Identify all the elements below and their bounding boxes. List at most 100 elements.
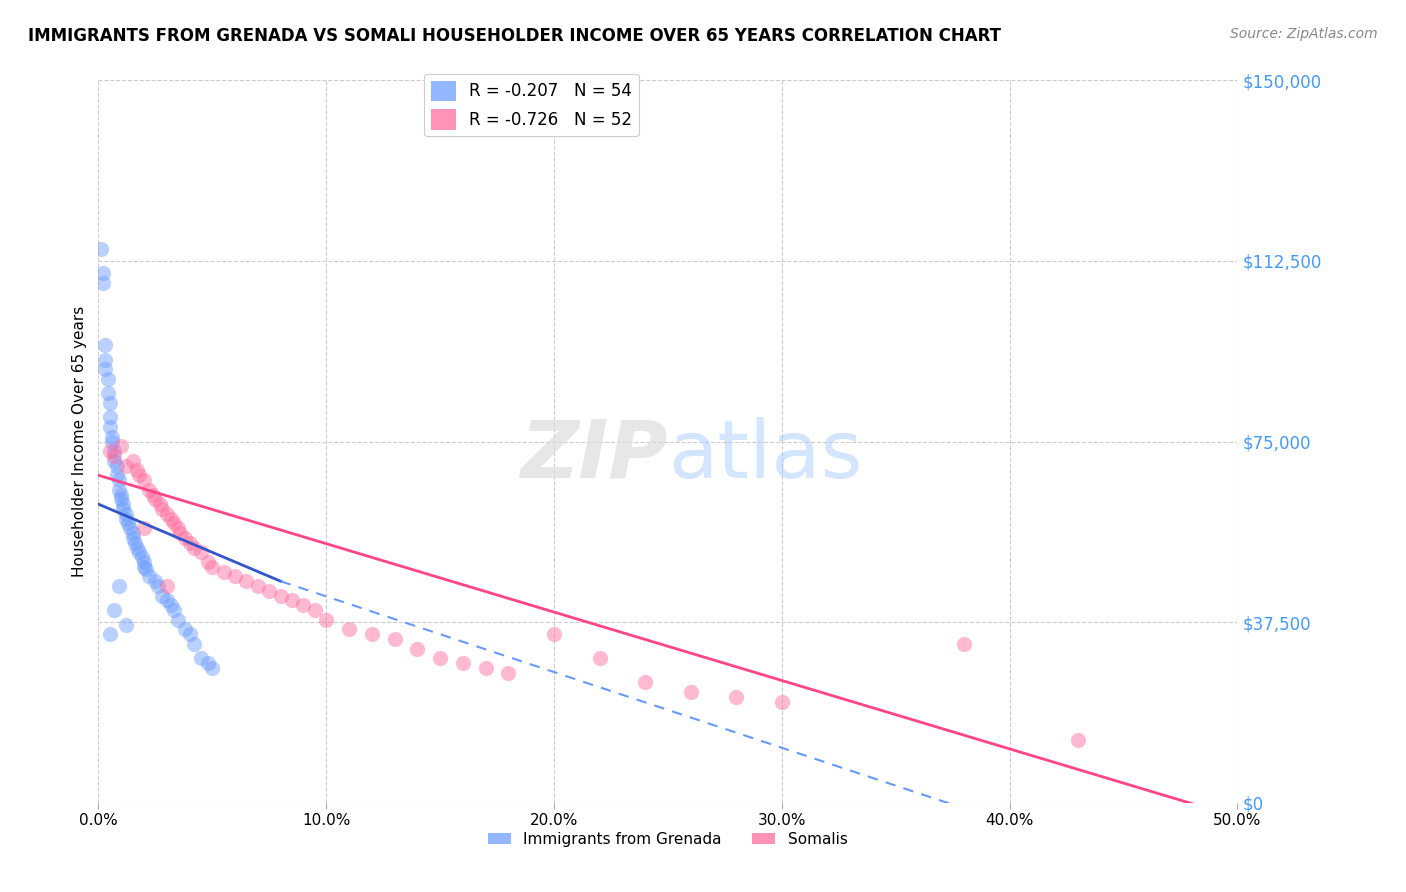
Point [174, 531, 197, 545]
Text: IMMIGRANTS FROM GRENADA VS SOMALI HOUSEHOLDER INCOME OVER 65 YEARS CORRELATION C: IMMIGRANTS FROM GRENADA VS SOMALI HOUSEH… [28, 27, 1001, 45]
Point [498, 665, 520, 680]
Point [634, 675, 657, 690]
Point [543, 627, 565, 641]
Point [110, 439, 132, 453]
Point [162, 603, 184, 617]
Point [770, 695, 793, 709]
Point [138, 569, 160, 583]
Point [197, 555, 219, 569]
Point [110, 492, 132, 507]
Y-axis label: Householder Income Over 65 years: Householder Income Over 65 years [72, 306, 87, 577]
Point [212, 565, 235, 579]
Point [337, 623, 360, 637]
Point [94, 338, 117, 352]
Point [197, 656, 219, 670]
Point [91, 266, 114, 280]
Point [98, 444, 121, 458]
Point [451, 656, 474, 670]
Point [429, 651, 451, 665]
Point [91, 276, 114, 290]
Point [679, 685, 702, 699]
Point [108, 579, 131, 593]
Text: atlas: atlas [668, 417, 862, 495]
Point [103, 444, 125, 458]
Point [96, 372, 118, 386]
Point [105, 458, 128, 473]
Point [132, 559, 155, 574]
Point [94, 362, 117, 376]
Point [112, 502, 135, 516]
Point [1067, 733, 1090, 747]
Legend: Immigrants from Grenada, Somalis: Immigrants from Grenada, Somalis [482, 826, 853, 853]
Point [103, 603, 125, 617]
Point [190, 651, 212, 665]
Point [114, 617, 136, 632]
Point [304, 603, 326, 617]
Point [156, 579, 179, 593]
Point [94, 352, 117, 367]
Point [156, 507, 179, 521]
Point [150, 589, 173, 603]
Point [145, 492, 167, 507]
Point [183, 541, 205, 555]
Point [162, 516, 184, 531]
Point [149, 497, 172, 511]
Point [360, 627, 382, 641]
Point [169, 526, 191, 541]
Point [725, 690, 748, 704]
Point [142, 487, 165, 501]
Point [114, 511, 136, 525]
Point [135, 562, 157, 576]
Point [121, 526, 143, 541]
Point [259, 583, 281, 598]
Text: ZIP: ZIP [520, 417, 668, 495]
Text: Source: ZipAtlas.com: Source: ZipAtlas.com [1230, 27, 1378, 41]
Point [132, 521, 155, 535]
Point [156, 593, 179, 607]
Point [101, 434, 124, 449]
Point [201, 559, 224, 574]
Point [160, 511, 183, 525]
Point [201, 661, 224, 675]
Point [124, 535, 146, 549]
Point [406, 641, 429, 656]
Point [174, 623, 197, 637]
Point [101, 430, 124, 444]
Point [90, 242, 112, 256]
Point [110, 487, 132, 501]
Point [131, 550, 153, 565]
Point [103, 449, 125, 463]
Point [114, 458, 136, 473]
Point [315, 613, 337, 627]
Point [235, 574, 257, 589]
Point [588, 651, 610, 665]
Point [114, 507, 136, 521]
Point [121, 454, 143, 468]
Point [117, 516, 139, 531]
Point [146, 579, 169, 593]
Point [179, 535, 201, 549]
Point [132, 473, 155, 487]
Point [384, 632, 406, 646]
Point [160, 599, 183, 613]
Point [179, 627, 201, 641]
Point [270, 589, 292, 603]
Point [112, 497, 135, 511]
Point [127, 463, 149, 477]
Point [105, 468, 128, 483]
Point [474, 661, 496, 675]
Point [281, 593, 304, 607]
Point [190, 545, 212, 559]
Point [145, 574, 167, 589]
Point [183, 637, 205, 651]
Point [292, 599, 315, 613]
Point [128, 545, 150, 559]
Point [224, 569, 246, 583]
Point [96, 386, 118, 401]
Point [132, 555, 155, 569]
Point [138, 483, 160, 497]
Point [167, 521, 190, 535]
Point [98, 420, 121, 434]
Point [953, 637, 976, 651]
Point [98, 410, 121, 425]
